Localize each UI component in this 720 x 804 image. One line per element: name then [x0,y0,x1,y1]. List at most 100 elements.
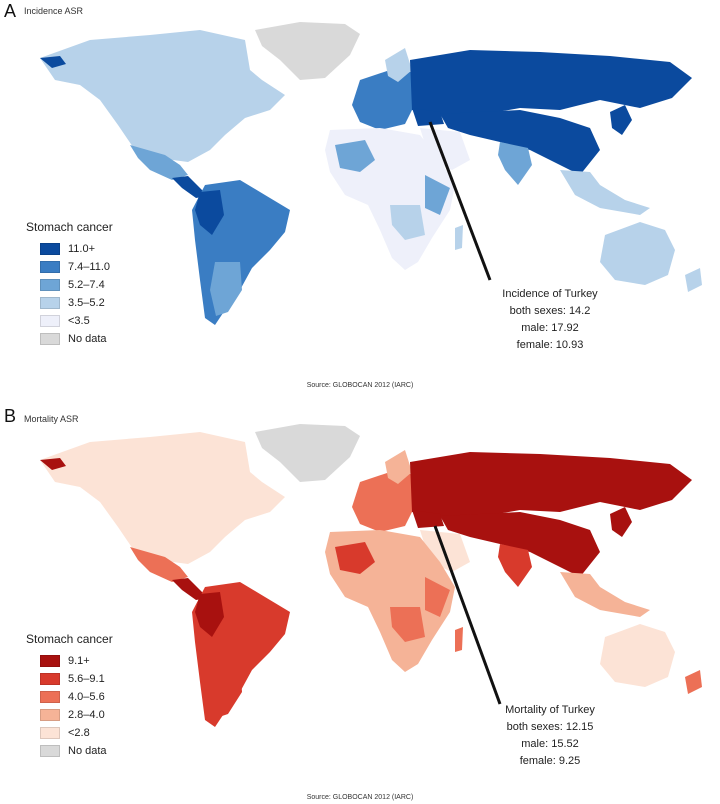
india [498,544,532,587]
west-africa [335,140,375,172]
legend-label: <2.8 [68,727,90,739]
legend-swatch [40,315,60,327]
source-note: Source: GLOBOCAN 2012 (IARC) [306,794,414,801]
legend-item: 2.8–4.0 [40,706,113,724]
legend: Stomach cancer 9.1+ 5.6–9.1 4.0–5.6 2.8–… [24,632,113,760]
turkey-callout: Incidence of Turkey both sexes: 14.2 mal… [470,286,630,354]
australia [600,624,675,687]
north-america [40,30,285,162]
legend-item: 5.6–9.1 [40,670,113,688]
turkey-region [412,108,444,126]
map-title: Mortality ASR [24,414,79,424]
panel-letter: B [4,406,17,426]
legend-label: 4.0–5.6 [68,691,105,703]
legend-label: No data [68,745,107,757]
legend-swatch [40,297,60,309]
east-africa [425,175,450,215]
callout-title: Incidence of Turkey [502,288,598,300]
legend-swatch [40,745,60,757]
greenland [255,22,360,80]
southern-cone [210,664,242,718]
europe [352,472,412,532]
legend-label: 5.2–7.4 [68,279,105,291]
legend-label: <3.5 [68,315,90,327]
legend-label: 3.5–5.2 [68,297,105,309]
legend-item: 4.0–5.6 [40,688,113,706]
callout-male: male: 15.52 [521,738,579,750]
callout-title: Mortality of Turkey [505,704,595,716]
madagascar [455,627,463,652]
legend-swatch [40,655,60,667]
callout-both-sexes: both sexes: 12.15 [506,721,594,733]
legend-label: 7.4–11.0 [68,261,111,273]
turkey-callout-line [433,525,502,705]
europe [352,70,412,130]
turkey-callout: Mortality of Turkey both sexes: 12.15 ma… [465,702,635,770]
scandinavia [385,450,412,484]
legend-item: 5.2–7.4 [40,276,113,294]
legend-item: 9.1+ [40,652,113,670]
west-africa [335,542,375,574]
greenland [255,424,360,482]
russia [410,452,692,517]
legend-swatch [40,279,60,291]
callout-male: male: 17.92 [521,322,579,334]
legend: Stomach cancer 11.0+ 7.4–11.0 5.2–7.4 3.… [24,220,113,348]
new-zealand [685,268,702,292]
andes-west [195,592,224,637]
legend-title: Stomach cancer [26,220,113,234]
alaska [40,458,66,470]
andes-west [195,190,224,235]
legend-swatch [40,261,60,273]
alaska [40,56,66,68]
legend-item: 7.4–11.0 [40,258,113,276]
north-america [40,432,285,564]
legend-swatch [40,673,60,685]
panel-letter: A [4,1,17,21]
southeast-asia [560,170,650,215]
scandinavia [385,48,412,82]
legend-item: <2.8 [40,724,113,742]
legend-item: 3.5–5.2 [40,294,113,312]
central-asia [440,512,600,577]
central-america [172,176,208,198]
japan-korea [610,507,632,537]
turkey-callout-line [428,121,492,281]
source-note: Source: GLOBOCAN 2012 (IARC) [306,382,414,389]
mortality-panel: B Mortality ASR Stomach cancer 9.1+ 5.6–… [0,402,720,804]
mexico [130,547,188,582]
mexico [130,145,188,180]
australia [600,222,675,285]
legend-item: <3.5 [40,312,113,330]
madagascar [455,225,463,250]
central-africa [390,607,425,642]
central-america [172,578,208,600]
callout-both-sexes: both sexes: 14.2 [509,305,591,317]
legend-label: 5.6–9.1 [68,673,105,685]
legend-swatch [40,691,60,703]
legend-label: 2.8–4.0 [68,709,105,721]
turkey-region [412,510,444,528]
legend-swatch [40,727,60,739]
legend-label: 11.0+ [68,243,96,255]
incidence-world-map [40,22,702,325]
map-title: Incidence ASR [24,6,84,16]
russia [410,50,692,115]
legend-swatch [40,709,60,721]
japan-korea [610,105,632,135]
central-asia [440,110,600,175]
central-africa [390,205,425,240]
legend-item: No data [40,742,113,760]
legend-title: Stomach cancer [26,632,113,646]
mortality-world-map [40,424,702,727]
legend-item: 11.0+ [40,240,113,258]
incidence-panel: A Incidence ASR Stomach cancer 11.0+ 7.4… [4,1,702,389]
southern-cone [210,262,242,316]
legend-swatch [40,243,60,255]
legend-label: No data [68,333,107,345]
legend-label: 9.1+ [68,655,90,667]
southeast-asia [560,572,650,617]
legend-swatch [40,333,60,345]
india [498,142,532,185]
east-africa [425,577,450,617]
